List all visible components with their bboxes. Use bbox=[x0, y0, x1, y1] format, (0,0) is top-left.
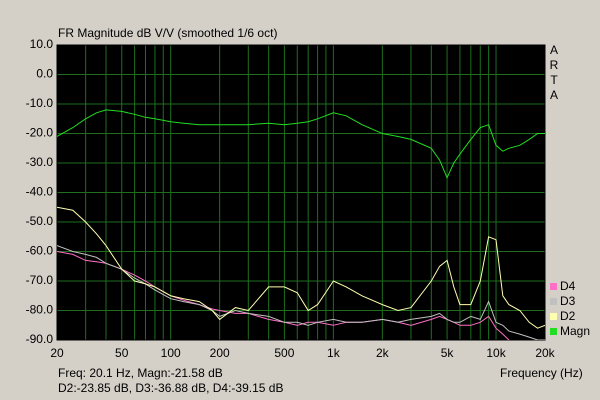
legend-swatch bbox=[550, 328, 557, 335]
y-tick-label: -90.0 bbox=[26, 332, 54, 346]
x-tick-label: 5k bbox=[441, 346, 455, 360]
legend-label: D2 bbox=[560, 309, 576, 323]
grid bbox=[56, 44, 546, 341]
brand-letter: A bbox=[550, 43, 558, 57]
series-line bbox=[57, 206, 545, 329]
legend-swatch bbox=[550, 283, 557, 290]
y-tick-label: -50.0 bbox=[26, 214, 54, 228]
y-tick-label: -20.0 bbox=[26, 126, 54, 140]
x-tick-label: 1k bbox=[327, 346, 341, 360]
legend-label: D4 bbox=[560, 279, 576, 293]
legend-label: D3 bbox=[560, 294, 576, 308]
x-tick-label: 20k bbox=[535, 346, 555, 360]
readout-line: D2:-23.85 dB, D3:-36.88 dB, D4:-39.15 dB bbox=[58, 381, 283, 395]
legend-label: Magn bbox=[560, 324, 590, 338]
y-tick-label: -70.0 bbox=[26, 273, 54, 287]
x-tick-label: 100 bbox=[161, 346, 181, 360]
x-axis-label: Frequency (Hz) bbox=[500, 366, 583, 380]
legend-swatch bbox=[550, 313, 557, 320]
y-tick-label: 0.0 bbox=[36, 67, 53, 81]
series-line bbox=[57, 109, 545, 180]
plot-border bbox=[56, 44, 546, 341]
brand-letter: T bbox=[550, 73, 558, 87]
y-tick-label: -80.0 bbox=[26, 303, 54, 317]
x-tick-label: 20 bbox=[50, 346, 64, 360]
x-tick-label: 500 bbox=[274, 346, 294, 360]
series-group bbox=[57, 109, 545, 340]
y-tick-label: -30.0 bbox=[26, 155, 54, 169]
readout-line: Freq: 20.1 Hz, Magn:-21.58 dB bbox=[58, 366, 223, 380]
x-tick-label: 200 bbox=[210, 346, 230, 360]
chart-title: FR Magnitude dB V/V (smoothed 1/6 oct) bbox=[58, 26, 277, 40]
y-tick-label: 10.0 bbox=[30, 37, 54, 51]
x-tick-label: 50 bbox=[115, 346, 129, 360]
y-tick-label: -40.0 bbox=[26, 185, 54, 199]
y-tick-label: -60.0 bbox=[26, 244, 54, 258]
y-tick-label: -10.0 bbox=[26, 96, 54, 110]
brand-letter: R bbox=[550, 58, 559, 72]
legend-swatch bbox=[550, 298, 557, 305]
x-tick-label: 2k bbox=[376, 346, 390, 360]
x-tick-label: 10k bbox=[486, 346, 506, 360]
brand-letter: A bbox=[550, 88, 558, 102]
